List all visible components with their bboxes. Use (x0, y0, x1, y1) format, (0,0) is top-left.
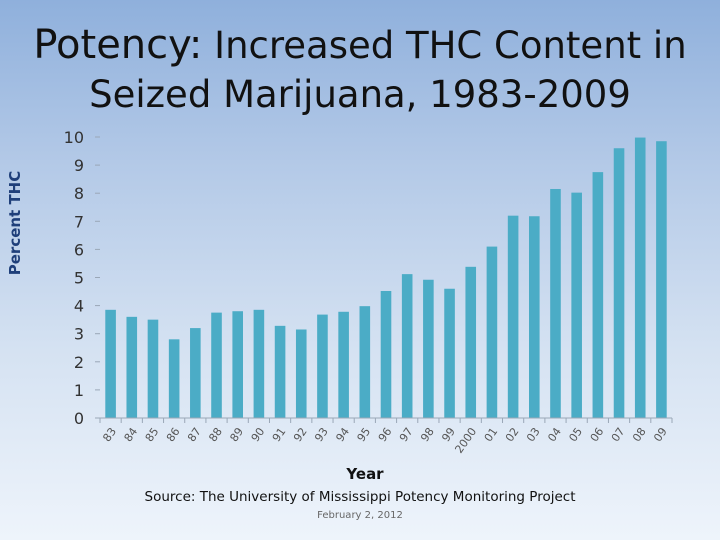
y-tick-label: 4 (74, 297, 84, 316)
y-axis-ticks: 0 1 2 3 4 5 6 7 8 9 10 (64, 128, 100, 428)
x-tick-label: 92 (291, 425, 310, 444)
x-tick-label: 04 (545, 425, 564, 444)
x-tick-label: 2000 (452, 425, 479, 455)
bar-98 (423, 279, 434, 418)
x-tick-label: 01 (482, 425, 501, 444)
x-tick-label: 06 (588, 425, 607, 444)
y-tick-label: 3 (74, 325, 84, 344)
x-tick-label: 93 (312, 425, 331, 444)
bar-92 (295, 329, 307, 418)
bar-84 (126, 316, 138, 418)
bar-06 (592, 172, 604, 418)
y-tick-label: 1 (74, 381, 84, 400)
x-tick-label: 85 (143, 425, 162, 444)
x-tick-label: 97 (397, 425, 416, 444)
bar-03 (529, 216, 540, 418)
x-tick-label: 95 (355, 425, 374, 444)
bars (105, 137, 667, 419)
source-note: Source: The University of Mississippi Po… (144, 489, 576, 505)
bar-91 (274, 325, 286, 418)
bar-85 (147, 319, 159, 418)
x-tick-label: 91 (270, 425, 289, 444)
bar-04 (550, 188, 561, 418)
y-tick-label: 2 (74, 353, 84, 372)
x-axis-label: Year (346, 465, 384, 483)
slide-title-line-1: Potency: Increased THC Content in (0, 22, 720, 69)
y-tick-label: 7 (74, 212, 84, 231)
x-tick-label: 89 (227, 425, 246, 444)
y-tick-label: 5 (74, 269, 84, 288)
x-tick-label: 05 (566, 425, 585, 444)
bar-95 (359, 306, 371, 418)
bar-09 (656, 141, 667, 418)
y-tick-label: 8 (74, 184, 84, 203)
bar-93 (317, 314, 328, 418)
bar-96 (380, 290, 392, 418)
x-tick-label: 86 (164, 425, 183, 444)
bar-90 (253, 309, 265, 418)
x-tick-label: 90 (249, 425, 268, 444)
bar-07 (613, 148, 625, 419)
bar-89 (232, 311, 243, 418)
y-tick-label: 0 (74, 409, 84, 428)
bar-83 (105, 309, 116, 418)
title-rest: Increased THC Content in (202, 24, 687, 67)
bar-2000 (465, 266, 477, 418)
bar-02 (507, 215, 519, 418)
x-tick-label: 96 (376, 425, 395, 444)
y-axis-label: Percent THC (6, 170, 24, 276)
slide-title-line-2: Seized Marijuana, 1983-2009 (89, 73, 631, 116)
slide-date: February 2, 2012 (317, 510, 403, 521)
bar-88 (211, 312, 222, 418)
bar-08 (634, 137, 646, 418)
x-tick-label: 87 (185, 425, 204, 444)
x-tick-label: 88 (206, 425, 225, 444)
x-tick-label: 99 (439, 425, 458, 444)
x-tick-label: 07 (609, 425, 628, 444)
x-tick-label: 08 (630, 425, 649, 444)
title-emphasis: Potency: (33, 22, 203, 68)
x-tick-label: 84 (122, 425, 141, 444)
y-tick-label: 10 (64, 128, 84, 147)
x-tick-label: 03 (524, 425, 543, 444)
y-tick-label: 9 (74, 156, 84, 175)
bar-87 (190, 328, 201, 418)
bar-99 (444, 288, 455, 418)
x-tick-label: 94 (333, 425, 352, 444)
bar-97 (401, 274, 413, 418)
bar-05 (571, 192, 582, 418)
bar-86 (168, 339, 180, 418)
x-tick-label: 02 (503, 425, 522, 444)
x-tick-label: 83 (100, 425, 119, 444)
x-tick-label: 09 (651, 425, 670, 444)
bar-01 (486, 246, 498, 418)
y-tick-label: 6 (74, 240, 84, 259)
x-tick-label: 98 (418, 425, 437, 444)
bar-94 (338, 311, 349, 418)
y-axis-label-wrap: Percent THC (6, 168, 26, 278)
